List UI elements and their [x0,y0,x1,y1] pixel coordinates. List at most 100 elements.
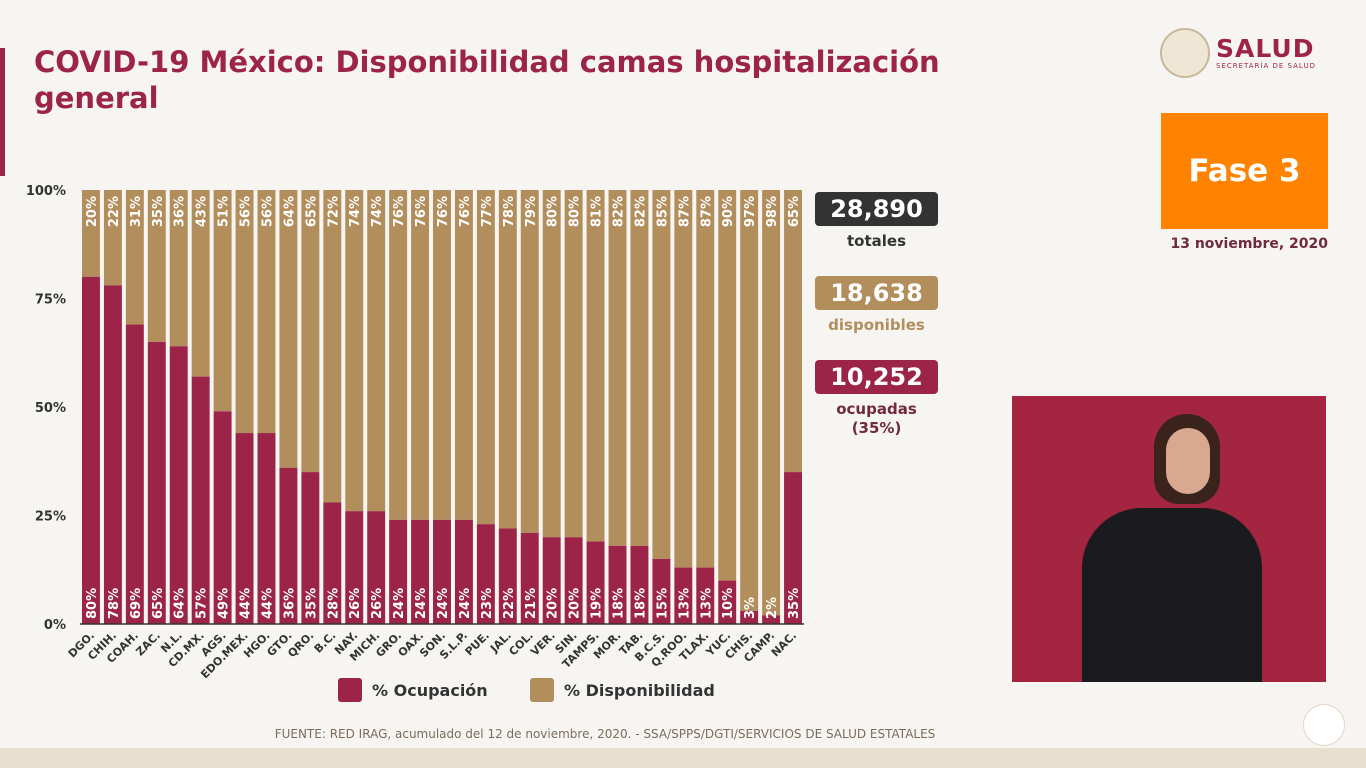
logo-main: SALUD [1216,34,1315,63]
bar-disponibilidad [608,190,627,546]
label-disponibilidad: 74% [370,196,385,227]
label-ocupacion: 23% [480,588,495,619]
stat-occupied-value: 10,252 [815,360,938,394]
bar-disponibilidad [279,190,298,468]
bar-disponibilidad [301,190,320,473]
bar-ocupacion [147,341,166,624]
label-disponibilidad: 20% [85,196,100,227]
bar-ocupacion [257,433,276,624]
label-ocupacion: 2% [765,597,780,619]
legend-label: % Ocupación [372,680,488,700]
label-ocupacion: 10% [721,588,736,619]
label-disponibilidad: 56% [260,196,275,227]
bar-ocupacion [476,524,495,624]
bar-disponibilidad [586,190,605,542]
label-disponibilidad: 77% [480,196,495,227]
label-ocupacion: 69% [129,588,144,619]
y-tick-label: 25% [35,510,66,525]
bar-ocupacion [213,411,232,624]
label-ocupacion: 28% [326,588,341,619]
y-tick-label: 75% [35,293,66,308]
seal-icon [1160,28,1210,78]
bar-disponibilidad [169,190,188,347]
bar-disponibilidad [762,190,781,616]
label-disponibilidad: 65% [304,196,319,227]
bar-ocupacion [674,567,693,624]
x-tick-label: VER. [528,629,558,659]
bar-ocupacion [608,545,627,624]
label-disponibilidad: 98% [765,196,780,227]
date: 13 noviembre, 2020 [1170,236,1328,252]
bar-ocupacion [169,346,188,624]
label-ocupacion: 24% [392,588,407,619]
bar-disponibilidad [323,190,342,503]
label-ocupacion: 44% [239,588,254,619]
bar-disponibilidad [103,190,122,286]
label-ocupacion: 20% [546,588,561,619]
bar-ocupacion [82,276,100,624]
bar-ocupacion [191,376,210,624]
bar-ocupacion [586,541,605,624]
label-ocupacion: 36% [282,588,297,619]
bar-ocupacion [696,567,715,624]
label-ocupacion: 57% [195,588,210,619]
label-ocupacion: 78% [107,588,122,619]
page-title: COVID-19 México: Disponibilidad camas ho… [34,45,940,115]
x-tick-label: ZAC. [133,629,163,659]
x-tick-label: PUE. [463,629,492,658]
stat-total: 28,890 totales [815,192,938,251]
stat-available-label: disponibles [828,316,925,334]
bar-ocupacion [454,519,473,624]
bar-ocupacion [103,285,122,624]
label-ocupacion: 21% [524,588,539,619]
bar-disponibilidad [125,190,144,325]
bar-ocupacion [718,580,737,624]
label-disponibilidad: 36% [173,196,188,227]
stat-available: 18,638 disponibles [815,276,938,335]
bar-disponibilidad [498,190,517,529]
bar-disponibilidad [630,190,649,546]
interpreter-face [1166,428,1210,494]
bar-disponibilidad [367,190,386,512]
label-ocupacion: 64% [173,588,188,619]
label-ocupacion: 24% [436,588,451,619]
bar-ocupacion [433,519,451,624]
label-ocupacion: 26% [370,588,385,619]
bar-disponibilidad [674,190,693,568]
bar-disponibilidad [147,190,166,342]
bar-disponibilidad [740,190,759,611]
y-tick-label: 0% [44,618,66,633]
label-ocupacion: 24% [458,588,473,619]
label-disponibilidad: 79% [524,196,539,227]
bar-disponibilidad [433,190,451,520]
bar-ocupacion [235,433,254,624]
stat-total-value: 28,890 [815,192,938,226]
bar-ocupacion [367,511,386,624]
label-ocupacion: 20% [568,588,583,619]
label-ocupacion: 13% [699,588,714,619]
label-ocupacion: 26% [348,588,363,619]
legend-ocupacion: % Ocupación [338,678,488,702]
label-disponibilidad: 65% [787,196,802,227]
bar-disponibilidad [235,190,254,434]
bar-disponibilidad [454,190,473,520]
stat-available-value: 18,638 [815,276,938,310]
bar-disponibilidad [718,190,737,581]
interpreter-body [1082,508,1262,682]
label-disponibilidad: 43% [195,196,210,227]
bar-disponibilidad [257,190,276,434]
y-tick-label: 50% [35,401,66,416]
label-disponibilidad: 72% [326,196,341,227]
label-ocupacion: 80% [85,588,100,619]
label-ocupacion: 13% [677,588,692,619]
label-ocupacion: 35% [304,588,319,619]
label-disponibilidad: 85% [655,196,670,227]
label-disponibilidad: 76% [458,196,473,227]
label-disponibilidad: 82% [612,196,627,227]
label-disponibilidad: 90% [721,196,736,227]
bar-disponibilidad [476,190,495,525]
label-disponibilidad: 74% [348,196,363,227]
bar-ocupacion [411,519,430,624]
label-ocupacion: 65% [151,588,166,619]
label-disponibilidad: 31% [129,196,144,227]
